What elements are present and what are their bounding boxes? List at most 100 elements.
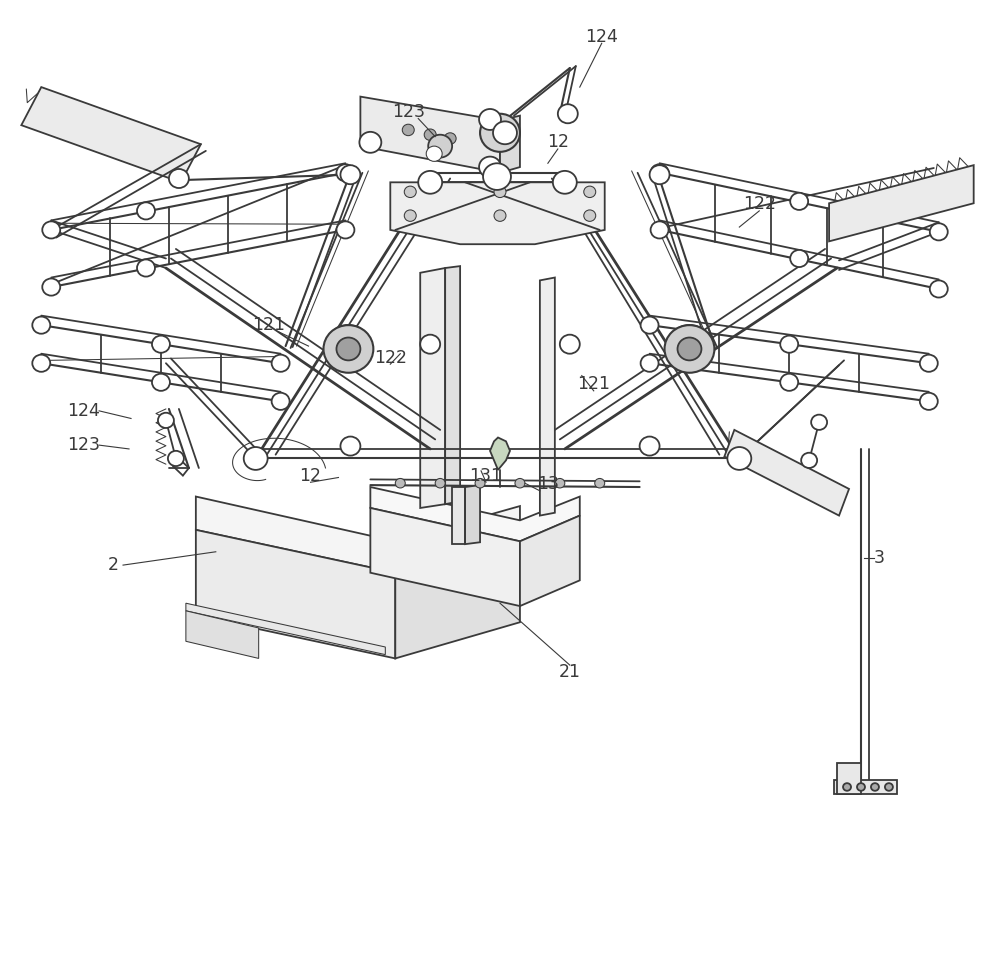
Circle shape — [152, 373, 170, 391]
Text: 3: 3 — [873, 549, 884, 567]
Circle shape — [395, 478, 405, 488]
Circle shape — [336, 337, 360, 360]
Circle shape — [42, 279, 60, 296]
Circle shape — [493, 121, 517, 144]
Text: 2: 2 — [108, 556, 119, 574]
Circle shape — [641, 316, 659, 333]
Polygon shape — [390, 182, 605, 244]
Polygon shape — [724, 430, 849, 516]
Circle shape — [780, 335, 798, 352]
Text: 123: 123 — [67, 436, 100, 455]
Circle shape — [272, 393, 290, 410]
Circle shape — [158, 413, 174, 428]
Text: 12: 12 — [300, 467, 322, 484]
Circle shape — [426, 146, 442, 161]
Circle shape — [651, 222, 669, 239]
Polygon shape — [837, 763, 861, 794]
Polygon shape — [395, 537, 520, 658]
Circle shape — [152, 335, 170, 352]
Circle shape — [641, 354, 659, 371]
Text: 121: 121 — [577, 375, 610, 393]
Text: 124: 124 — [67, 402, 100, 420]
Circle shape — [323, 325, 373, 372]
Circle shape — [137, 260, 155, 277]
Circle shape — [435, 478, 445, 488]
Circle shape — [494, 186, 506, 198]
Polygon shape — [540, 278, 555, 516]
Polygon shape — [490, 437, 510, 470]
Circle shape — [340, 436, 360, 456]
Circle shape — [920, 393, 938, 410]
Text: 12: 12 — [547, 134, 569, 151]
Circle shape — [595, 478, 605, 488]
Text: 121: 121 — [252, 316, 285, 334]
Circle shape — [444, 133, 456, 144]
Circle shape — [402, 124, 414, 136]
Text: 131: 131 — [470, 467, 503, 484]
Circle shape — [480, 114, 520, 152]
Polygon shape — [186, 611, 259, 658]
Circle shape — [801, 453, 817, 468]
Polygon shape — [420, 268, 445, 508]
Circle shape — [668, 325, 711, 367]
Text: 122: 122 — [743, 195, 776, 213]
Circle shape — [871, 783, 879, 791]
Circle shape — [483, 163, 511, 190]
Polygon shape — [21, 87, 201, 182]
Circle shape — [790, 250, 808, 267]
Circle shape — [651, 164, 669, 181]
Circle shape — [650, 165, 670, 184]
Circle shape — [336, 164, 354, 181]
Circle shape — [930, 223, 948, 241]
Polygon shape — [829, 165, 974, 242]
Circle shape — [32, 354, 50, 371]
Circle shape — [272, 354, 290, 371]
Text: 21: 21 — [559, 663, 581, 681]
Polygon shape — [370, 508, 520, 606]
Circle shape — [326, 325, 370, 367]
Circle shape — [584, 210, 596, 222]
Circle shape — [678, 337, 701, 360]
Circle shape — [404, 210, 416, 222]
Text: 122: 122 — [374, 349, 407, 367]
Circle shape — [475, 478, 485, 488]
Circle shape — [169, 169, 189, 188]
Circle shape — [555, 478, 565, 488]
Polygon shape — [520, 516, 580, 606]
Circle shape — [811, 414, 827, 430]
Circle shape — [857, 783, 865, 791]
Text: 124: 124 — [585, 28, 618, 46]
Circle shape — [553, 171, 577, 194]
Circle shape — [168, 451, 184, 466]
Circle shape — [42, 222, 60, 239]
Circle shape — [137, 202, 155, 220]
Circle shape — [843, 783, 851, 791]
Circle shape — [885, 783, 893, 791]
Circle shape — [560, 334, 580, 353]
Circle shape — [920, 354, 938, 371]
Circle shape — [727, 447, 751, 470]
Polygon shape — [186, 604, 385, 654]
Circle shape — [340, 165, 360, 184]
Circle shape — [420, 334, 440, 353]
Circle shape — [244, 447, 268, 470]
Circle shape — [424, 129, 436, 140]
Circle shape — [584, 186, 596, 198]
Polygon shape — [360, 96, 500, 173]
Circle shape — [790, 193, 808, 210]
Circle shape — [32, 316, 50, 333]
Circle shape — [479, 109, 501, 130]
Polygon shape — [196, 497, 520, 573]
Polygon shape — [445, 266, 460, 504]
Text: 13: 13 — [537, 476, 559, 493]
Polygon shape — [370, 487, 580, 541]
Circle shape — [404, 186, 416, 198]
Circle shape — [359, 132, 381, 153]
Polygon shape — [500, 116, 520, 173]
Polygon shape — [196, 530, 395, 658]
Circle shape — [640, 436, 660, 456]
Circle shape — [558, 104, 578, 123]
Circle shape — [494, 210, 506, 222]
Circle shape — [665, 325, 714, 372]
Circle shape — [479, 157, 501, 178]
